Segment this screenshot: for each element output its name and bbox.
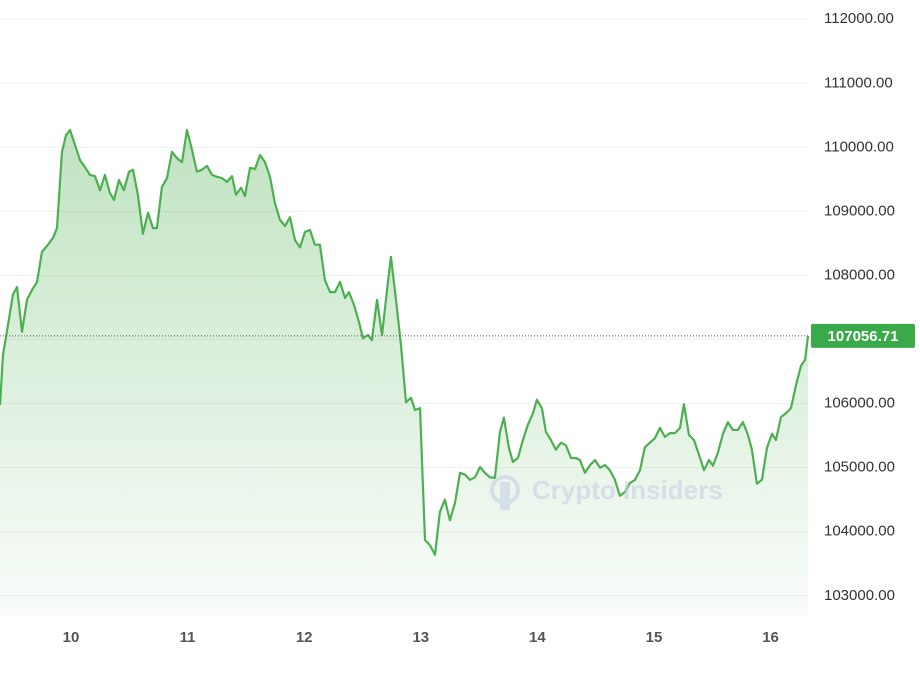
- x-tick-label: 16: [762, 629, 779, 646]
- watermark-icon: [500, 482, 510, 510]
- last-price-box: [811, 323, 915, 348]
- watermark: Crypto Insiders: [490, 475, 723, 510]
- x-tick-label: 12: [296, 629, 313, 646]
- y-tick-label: 105000.00: [824, 459, 895, 476]
- x-tick-label: 11: [180, 629, 196, 646]
- y-tick-label: 108000.00: [824, 266, 895, 283]
- y-tick-label: 106000.00: [824, 395, 895, 412]
- area-fill: [0, 130, 808, 615]
- y-tick-label: 110000.00: [824, 138, 894, 155]
- plot: [0, 128, 810, 615]
- price-line: [0, 128, 810, 556]
- y-tick-label: 109000.00: [824, 202, 895, 219]
- x-tick-label: 10: [63, 629, 80, 646]
- y-tick-label: 112000.00: [824, 10, 894, 27]
- last-price-label: 107056.71: [828, 328, 899, 345]
- x-tick-label: 14: [529, 629, 546, 646]
- y-tick-label: 104000.00: [824, 523, 895, 540]
- y-tick-label: 103000.00: [824, 587, 895, 604]
- x-tick-label: 13: [412, 629, 429, 646]
- watermark-text: Crypto Insiders: [532, 475, 723, 505]
- x-tick-label: 15: [646, 629, 663, 646]
- y-tick-label: 111000.00: [824, 74, 893, 91]
- axes: 103000.00 104000.00 105000.00 106000.00 1070…: [63, 10, 915, 646]
